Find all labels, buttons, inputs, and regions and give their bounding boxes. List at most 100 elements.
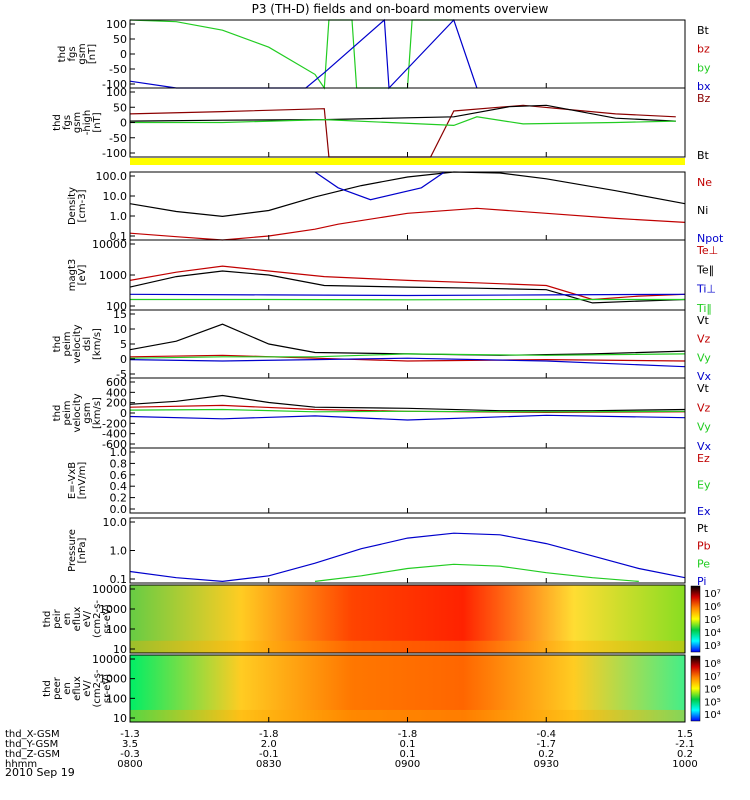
y-tick-label: 1000 <box>99 269 127 282</box>
y-tick-label: 1.0 <box>110 210 128 223</box>
legend-entry: Bz <box>697 92 711 105</box>
y-axis-label: thd <box>52 114 63 131</box>
y-tick-label: 10.0 <box>103 516 128 529</box>
series-line-Vt <box>129 394 686 412</box>
y-axis-label: [nT] <box>92 112 103 132</box>
colorbar-tick-label: 10⁴ <box>704 710 721 721</box>
y-tick-label: 0 <box>120 407 127 420</box>
y-tick-label: 10.0 <box>103 190 128 203</box>
series-line-by <box>129 19 454 90</box>
series-line-Te‖ <box>129 270 686 304</box>
series-line-Vt <box>129 323 686 356</box>
series-line-Bz <box>129 104 676 158</box>
y-tick-label: 200 <box>106 397 127 410</box>
y-tick-label: 0 <box>120 353 127 366</box>
y-tick-label: 0 <box>120 117 127 130</box>
legend-entry: Ne <box>697 176 712 189</box>
colorbar-tick-label: 10⁸ <box>704 659 721 670</box>
panel-fgs: 100 50 0 -50 -100 thd fgs gsm [nT] Bt bz by bx <box>57 18 711 93</box>
ephemeris-value: 0.2 <box>677 749 693 760</box>
panel-density: 100.0 10.0 1.0 0.1 Density [cm-3] Ne Ni Npot <box>67 170 724 245</box>
legend-entry: Ex <box>697 505 711 518</box>
y-axis-label: Pressure <box>67 529 78 572</box>
quality-flag-bar <box>130 158 685 165</box>
y-axis-label: [km/s] <box>92 328 103 360</box>
legend-entry: Ti⊥ <box>696 283 716 296</box>
colorbar-tick-label: 10⁶ <box>704 602 721 613</box>
legend-entry: bz <box>697 43 710 56</box>
y-axis-label: velocity <box>72 324 83 363</box>
y-tick-label: 1000 <box>99 673 127 686</box>
ephemeris-value: -1.8 <box>259 729 279 740</box>
legend-entry: Pi <box>697 575 706 588</box>
legend-entry: Bt <box>697 24 710 37</box>
date-label: 2010 Sep 19 <box>5 766 75 779</box>
y-tick-label: 100 <box>106 623 127 636</box>
y-tick-label: 10 <box>113 323 127 336</box>
legend-entry: Vz <box>697 333 711 346</box>
legend-entry: Ti‖ <box>696 302 712 315</box>
y-tick-label: 5 <box>120 338 127 351</box>
y-tick-label: -50 <box>109 132 127 145</box>
y-tick-label: 0.8 <box>110 457 128 470</box>
ephemeris-value: 1.5 <box>677 729 693 740</box>
y-axis-label: gsm <box>82 402 93 423</box>
series-line-bx <box>129 18 478 90</box>
colorbar-tick-label: 10⁵ <box>704 615 721 626</box>
y-tick-label: -400 <box>102 428 127 441</box>
y-tick-label: 50 <box>113 101 127 114</box>
ephemeris-label: thd_Z-GSM <box>5 749 60 760</box>
series-line-Ne <box>129 207 686 241</box>
y-axis-label: magt3 <box>67 259 78 292</box>
ephemeris-value: -1.7 <box>536 739 556 750</box>
y-tick-label: 100 <box>106 18 127 31</box>
y-axis-label: [cm-3] <box>77 189 88 222</box>
legend-entry: Pb <box>697 540 711 553</box>
y-tick-label: 0.1 <box>110 573 128 586</box>
y-axis-label: eV/ <box>82 680 93 697</box>
panel-pressure: 10.0 1.0 0.1 Pressure [nPa] Pt Pb Pe Pi <box>67 516 711 588</box>
legend-entry: Ey <box>697 479 711 492</box>
y-tick-label: 600 <box>106 376 127 389</box>
legend-entry: Vy <box>697 421 711 434</box>
ephemeris-label: thd_Y-GSM <box>5 739 58 750</box>
panel-efield: 1.00.80.60.40.20.0 E=-VxB [mV/m] Ez Ey Ex <box>67 446 711 518</box>
colorbar-tick-label: 10⁷ <box>704 589 721 600</box>
colorbar-tick-label: 10⁵ <box>704 697 721 708</box>
y-axis-label: (cm2-s- <box>92 600 103 638</box>
ephemeris-value: 0.2 <box>538 749 554 760</box>
colorbar <box>690 655 701 722</box>
ephemeris-value: 0830 <box>256 759 281 770</box>
ephemeris-value: -2.1 <box>675 739 695 750</box>
legend-entry: Te‖ <box>696 263 714 276</box>
ephemeris-value: 0800 <box>117 759 142 770</box>
y-axis-label: [nT] <box>87 44 98 64</box>
legend-entry: Vz <box>697 401 711 414</box>
heatmap-field <box>130 585 685 653</box>
y-tick-label: 50 <box>113 33 127 46</box>
ephemeris-value: 1000 <box>672 759 697 770</box>
series-line-Pi <box>129 532 686 583</box>
panel-frame <box>129 171 686 241</box>
y-tick-label: 100 <box>106 300 127 313</box>
panel-frame <box>129 517 686 584</box>
panel-temperature: 10000 1000 100 magt3 [eV] Te⊥ Te‖ Ti⊥ Ti‖ <box>67 238 718 315</box>
y-axis-label: thd <box>57 46 68 63</box>
legend-entry: Bt <box>697 149 710 162</box>
legend-entry: bx <box>697 80 711 93</box>
y-axis-label: sr-eV) <box>102 604 113 633</box>
panel-fgs_high: 100 50 0 -50 -100 thd fgs gsm -high [nT] Bz Bt <box>52 86 711 162</box>
y-axis-label: peir <box>52 608 63 628</box>
series-line-Vz <box>129 354 686 362</box>
series-line-Ni <box>129 171 686 218</box>
series-line-by <box>130 116 676 127</box>
series-line-Vy <box>129 353 686 359</box>
ephemeris-value: 0.1 <box>400 749 416 760</box>
y-axis-label: en <box>62 682 73 695</box>
y-tick-label: -200 <box>102 417 127 430</box>
ephemeris-value: -0.4 <box>536 729 556 740</box>
y-axis-label: (cm2-s- <box>92 669 103 707</box>
